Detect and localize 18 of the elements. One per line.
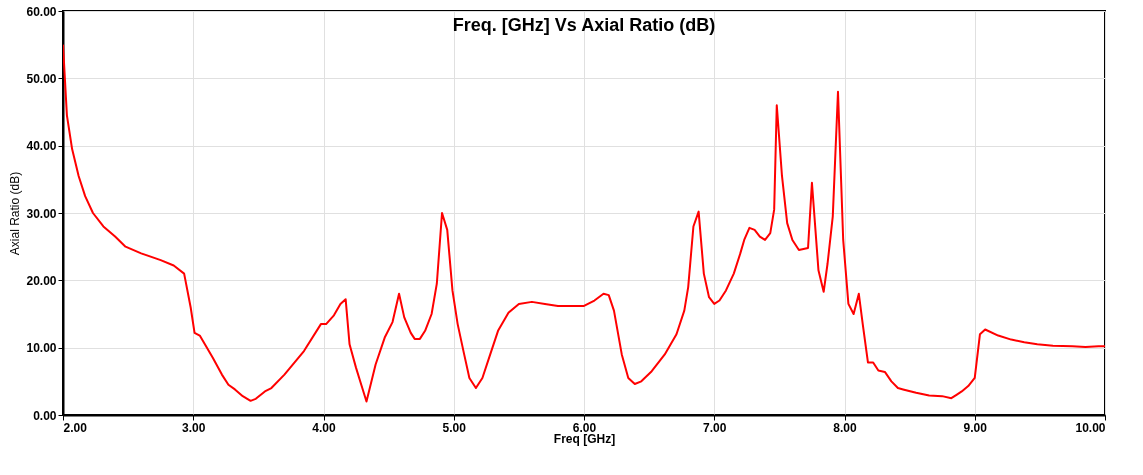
chart-title: Freq. [GHz] Vs Axial Ratio (dB) <box>452 15 716 35</box>
y-tick-label: 20.00 <box>26 273 57 288</box>
x-tick-label: 10.00 <box>1075 420 1106 435</box>
y-tick-label: 50.00 <box>26 71 57 86</box>
y-tick-label: 0.00 <box>33 408 57 423</box>
y-tick-label: 40.00 <box>26 139 57 154</box>
x-tick-label: 2.00 <box>63 420 88 435</box>
x-tick-label: 9.00 <box>963 420 988 435</box>
x-tick-label: 4.00 <box>312 420 336 435</box>
y-tick-label: 30.00 <box>26 206 57 221</box>
y-axis-title: Axial Ratio (dB) <box>8 171 23 256</box>
x-tick-label: 7.00 <box>703 420 727 435</box>
y-tick-label: 10.00 <box>26 341 57 356</box>
y-tick-label: 60.00 <box>26 4 57 19</box>
x-tick-label: 3.00 <box>182 420 206 435</box>
x-tick-label: 5.00 <box>442 420 467 435</box>
line-series <box>63 43 1105 403</box>
x-tick-label: 8.00 <box>833 420 857 435</box>
